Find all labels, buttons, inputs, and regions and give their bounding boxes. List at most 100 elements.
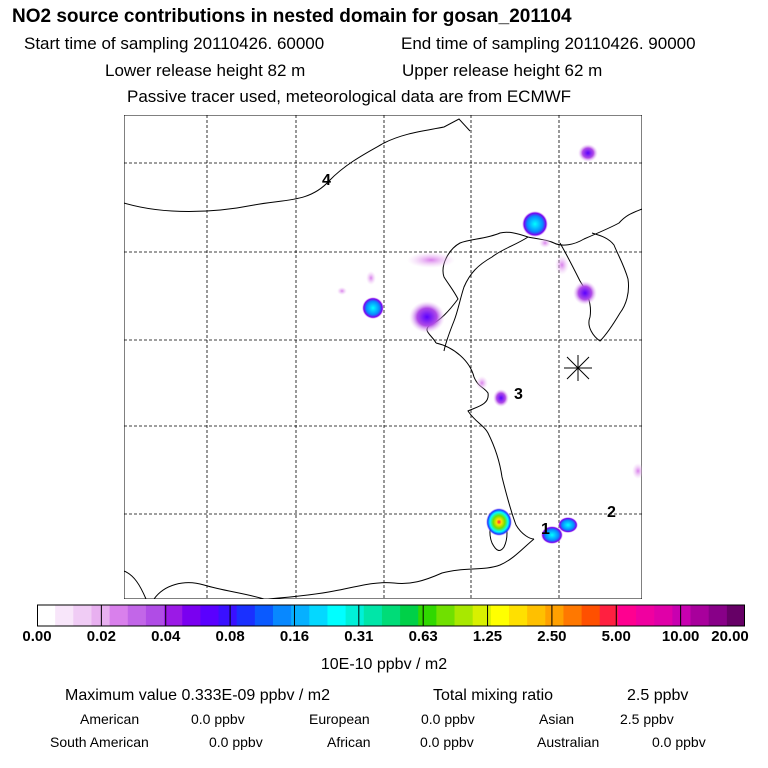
colorbar-segment — [436, 605, 456, 626]
colorbar-segment — [109, 605, 129, 626]
plume-10 — [409, 301, 445, 333]
region-name: South American — [50, 734, 149, 750]
plume-9 — [362, 297, 384, 319]
colorbar-segment — [291, 605, 310, 626]
graticule — [124, 115, 642, 599]
colorbar-segment — [127, 605, 147, 626]
colorbar-segment — [545, 605, 565, 626]
colorbar-tick-label: 0.04 — [151, 628, 181, 645]
plume-8 — [337, 287, 347, 295]
map-label-1: 1 — [541, 521, 550, 538]
plume-11 — [476, 376, 488, 390]
plume-6 — [573, 281, 597, 305]
plume-2 — [522, 211, 548, 237]
colorbar-tick-label: 2.50 — [537, 628, 567, 645]
colorbar-segment — [454, 605, 474, 626]
colorbar-segment — [472, 605, 492, 626]
colorbar-segment — [73, 605, 93, 626]
map-frame — [124, 115, 642, 599]
plume-16 — [558, 517, 578, 533]
colorbar-tick-label: 20.00 — [711, 628, 749, 645]
colorbar-segment — [327, 605, 347, 626]
colorbar-tick-label: 0.63 — [408, 628, 438, 645]
max-value: Maximum value 0.333E-09 ppbv / m2 — [65, 687, 331, 704]
region-name: Australian — [537, 734, 600, 750]
colorbar-segment — [254, 605, 274, 626]
colorbar-unit: 10E-10 ppbv / m2 — [320, 656, 448, 673]
plume-1 — [578, 144, 598, 162]
colorbar-tick-label: 5.00 — [601, 628, 631, 645]
colorbar-segment — [145, 605, 165, 626]
map-label-4: 4 — [322, 172, 331, 189]
colorbar-segment — [381, 605, 401, 626]
colorbar-segment — [708, 605, 728, 626]
colorbar-segment — [55, 605, 74, 626]
plume-5 — [555, 255, 569, 275]
region-value: 0.0 ppbv — [209, 734, 263, 750]
plume-7 — [366, 271, 376, 285]
map-panel — [124, 115, 642, 599]
colorbar-segment — [164, 605, 183, 626]
colorbar-tick-label: 0.00 — [22, 628, 52, 645]
region-name: American — [80, 711, 140, 727]
colorbar-segment — [599, 605, 619, 626]
colorbar-segment — [218, 605, 238, 626]
colorbar-segment — [182, 605, 201, 626]
end-time: End time of sampling 20110426. 90000 — [401, 34, 696, 53]
upper-height: Upper release height 62 m — [402, 61, 603, 80]
colorbar-segment — [654, 605, 673, 626]
colorbar-tick-label: 0.08 — [215, 628, 245, 645]
region-name: Asian — [539, 711, 575, 727]
colorbar-segment — [91, 605, 111, 626]
region-name: African — [327, 734, 371, 750]
colorbar-segment — [509, 605, 528, 626]
colorbar-segment — [200, 605, 220, 626]
total-mixing-label: Total mixing ratio — [433, 687, 554, 704]
plume-3 — [539, 238, 551, 248]
colorbar-segment — [581, 605, 601, 626]
colorbar-segment — [636, 605, 655, 626]
plume-15 — [541, 526, 563, 544]
colorbar-segment — [726, 605, 745, 626]
colorbar-tick-label: 1.25 — [472, 628, 503, 645]
colorbar-segment — [527, 605, 546, 626]
colorbar-segment — [273, 605, 292, 626]
colorbar-segment — [37, 605, 56, 626]
coastlines — [124, 118, 642, 599]
map-label-2: 2 — [607, 504, 616, 521]
colorbar-segment — [672, 605, 692, 626]
colorbar-tick-label: 0.16 — [279, 628, 310, 645]
map-label-3: 3 — [514, 386, 523, 403]
lower-height: Lower release height 82 m — [105, 61, 306, 80]
plume-14 — [486, 508, 512, 536]
region-value: 0.0 ppbv — [191, 711, 245, 727]
data-note: Passive tracer used, meteorological data… — [127, 87, 572, 106]
colorbar-segment — [363, 605, 383, 626]
region-name: European — [309, 711, 370, 727]
colorbar-tick-label: 0.31 — [344, 628, 374, 645]
plot-title: NO2 source contributions in nested domai… — [12, 6, 572, 27]
colorbar-segment — [345, 605, 365, 626]
colorbar-segment — [563, 605, 583, 626]
receptor-gosan-icon — [564, 355, 592, 381]
region-value: 2.5 ppbv — [620, 711, 674, 727]
colorbar-segment — [400, 605, 419, 626]
plume-12 — [493, 389, 509, 407]
region-value: 0.0 ppbv — [420, 734, 474, 750]
colorbar-segment — [690, 605, 710, 626]
colorbar-segment — [236, 605, 256, 626]
start-time: Start time of sampling 20110426. 60000 — [24, 34, 325, 53]
region-value: 0.0 ppbv — [421, 711, 475, 727]
colorbar-tick-label: 0.02 — [86, 628, 116, 645]
colorbar-segment — [617, 605, 637, 626]
region-value: 0.0 ppbv — [652, 734, 706, 750]
total-mixing-value: 2.5 ppbv — [627, 687, 689, 704]
colorbar-segment — [490, 605, 510, 626]
colorbar-frame — [37, 604, 745, 627]
colorbar — [37, 604, 745, 627]
plume-4 — [407, 252, 455, 268]
plume-13 — [632, 463, 642, 479]
colorbar-segment — [418, 605, 437, 626]
colorbar-segment — [309, 605, 329, 626]
colorbar-tick-label: 10.00 — [661, 628, 700, 645]
